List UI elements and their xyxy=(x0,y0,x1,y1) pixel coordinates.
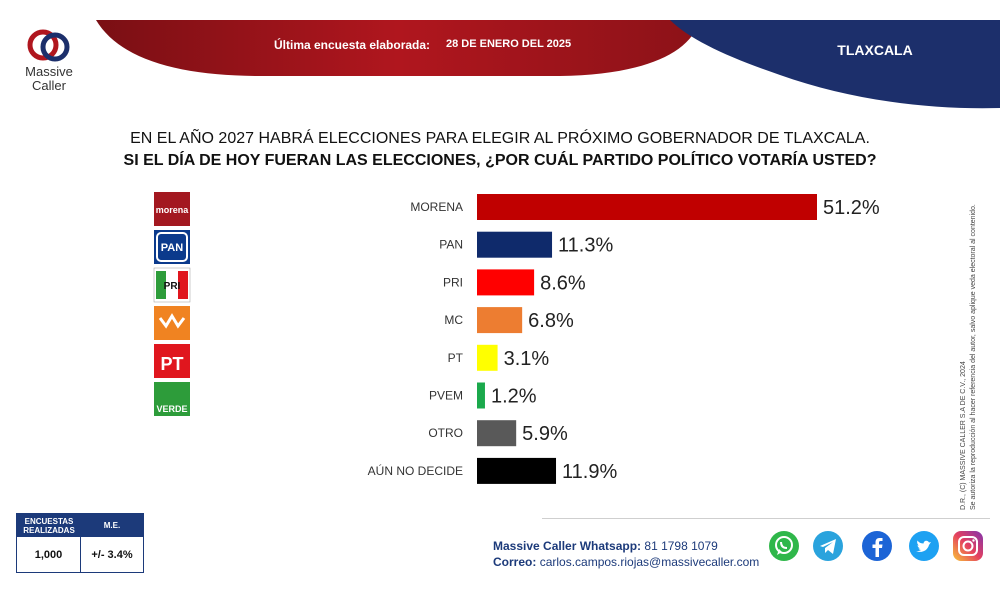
pt-logo-icon: PT xyxy=(154,344,190,378)
question-line1: EN EL AÑO 2027 HABRÁ ELECCIONES PARA ELE… xyxy=(130,130,870,147)
twitter-icon[interactable] xyxy=(908,530,940,562)
bar xyxy=(477,457,557,484)
reproduction-notice: Se autoriza la reproducción al hacer ref… xyxy=(970,204,977,510)
party-logo-text: PAN xyxy=(161,242,183,254)
value-label: 11.9% xyxy=(562,461,617,483)
value-label: 6.8% xyxy=(528,310,574,332)
logo-mark-icon xyxy=(27,29,70,62)
email-link[interactable]: carlos.campos.riojas@massivecaller.com xyxy=(539,555,760,569)
whatsapp-contact: Massive Caller Whatsapp: 81 1798 1079 xyxy=(493,539,718,553)
pri-logo-icon: PRI xyxy=(153,267,191,303)
party-logo-text: morena xyxy=(156,205,190,215)
bar xyxy=(477,382,485,409)
value-label: 1.2% xyxy=(491,386,537,408)
value-label: 3.1% xyxy=(504,348,550,370)
survey-date: 28 DE ENERO DEL 2025 xyxy=(446,38,572,50)
value-label: 5.9% xyxy=(522,423,568,445)
party-logo-text: PT xyxy=(160,354,183,374)
whatsapp-icon[interactable] xyxy=(768,530,800,562)
value-label: 51.2% xyxy=(823,197,880,219)
surveys-header: ENCUESTAS REALIZADAS xyxy=(17,514,81,537)
brand-name-line1: Massive xyxy=(25,64,73,79)
category-label: PRI xyxy=(443,275,463,289)
value-label: 8.6% xyxy=(540,272,586,294)
footer-divider xyxy=(542,518,990,519)
bar xyxy=(477,231,553,258)
morena-logo-icon: morena xyxy=(154,192,190,226)
category-label: PT xyxy=(448,351,464,365)
category-label: MC xyxy=(444,313,463,327)
bar xyxy=(477,420,517,447)
bar xyxy=(477,344,498,371)
survey-stats-box: ENCUESTAS REALIZADAS M.E. 1,000 +/- 3.4% xyxy=(16,513,144,573)
whatsapp-label: Massive Caller Whatsapp: xyxy=(493,539,642,553)
surveys-value: 1,000 xyxy=(17,537,81,572)
email-label: Correo: xyxy=(493,555,537,569)
margin-error-value: +/- 3.4% xyxy=(91,548,133,561)
telegram-icon[interactable] xyxy=(812,530,844,562)
category-label: PAN xyxy=(439,238,463,252)
party-logo-text: PRI xyxy=(164,281,181,292)
category-label: MORENA xyxy=(410,200,463,214)
bar-chart: MORENA 51.2% PAN 11.3% PRI 8.6% MC 6.8% PT 3.1% PV… xyxy=(153,192,880,484)
margin-error-header: M.E. xyxy=(81,514,143,537)
pvem-logo-icon: VERDE xyxy=(154,382,190,416)
whatsapp-number[interactable]: 81 1798 1079 xyxy=(644,539,718,553)
instagram-icon[interactable] xyxy=(952,530,984,562)
header-banner xyxy=(96,20,1000,109)
survey-date-label: Última encuesta elaborada: xyxy=(274,38,431,52)
email-contact: Correo: carlos.campos.riojas@massivecall… xyxy=(493,555,759,569)
mc-logo-icon xyxy=(154,306,190,340)
value-label: 11.3% xyxy=(558,235,613,257)
brand-name-line2: Caller xyxy=(32,78,66,93)
bar xyxy=(477,194,817,220)
massive-caller-logo: Massive Caller xyxy=(14,28,84,98)
state-name: TLAXCALA xyxy=(837,42,913,58)
category-label: AÚN NO DECIDE xyxy=(368,463,463,478)
bar xyxy=(477,269,535,296)
pan-logo-icon: PAN xyxy=(154,230,190,264)
question-line2: SI EL DÍA DE HOY FUERAN LAS ELECCIONES, … xyxy=(123,152,877,169)
bar xyxy=(477,307,523,334)
category-label: PVEM xyxy=(429,389,463,403)
category-label: OTRO xyxy=(428,426,463,440)
facebook-icon[interactable] xyxy=(861,530,893,562)
party-logo-text: VERDE xyxy=(156,404,187,414)
